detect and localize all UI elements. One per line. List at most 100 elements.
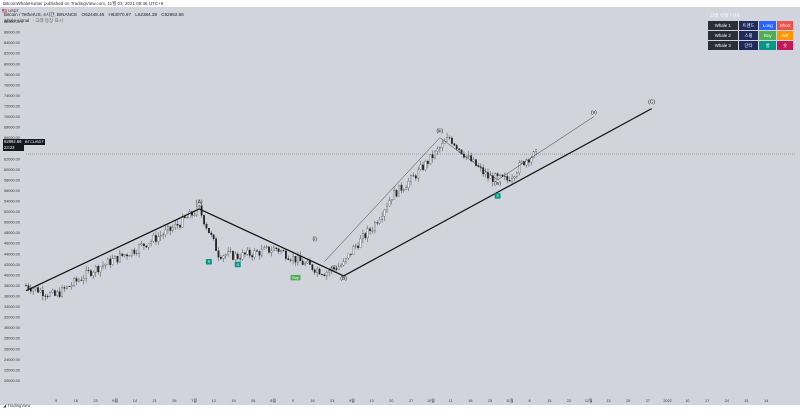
y-tick-label: 24000.00 [4, 358, 20, 362]
y-tick-label: 44000.00 [4, 252, 20, 256]
candle-down [431, 154, 434, 159]
candle-up [70, 285, 73, 287]
candle-up [518, 162, 521, 174]
x-tick-label: 24 [725, 399, 729, 403]
ohlc-close: C62892.66 [161, 12, 184, 17]
candle-down [220, 257, 222, 259]
whale-row: Whale 3 단타 롱 숏 [708, 41, 794, 50]
candle-up [270, 250, 273, 253]
candle-down [121, 253, 124, 256]
candle-down [256, 250, 258, 252]
symbol-name[interactable]: Bitcoin / TetherUS, 4시간, BINANCE [4, 12, 78, 17]
x-tick-label: 27 [646, 399, 650, 403]
candle-up [73, 278, 75, 286]
candle-down [68, 286, 71, 288]
whale-row: Whale 2 스윙 Buy sell [708, 31, 794, 40]
whale-row: Whale 1 트렌드 Long Short [708, 21, 794, 30]
last-price-tag: 62892.66 23:23 [3, 139, 24, 151]
candle-up [82, 278, 85, 281]
x-tick-label: 15 [547, 399, 551, 403]
symbol-legend[interactable]: Bitcoin / TetherUS, 4시간, BINANCE O62448.… [4, 12, 187, 18]
y-tick-label: 76000.00 [4, 83, 20, 87]
candle-up [265, 246, 268, 248]
candle-down [496, 173, 499, 176]
whale-panel-header: 고래 유형 / 신호 [710, 13, 741, 18]
signal-marker [290, 274, 301, 281]
candle-up [410, 175, 412, 182]
candle-up [342, 261, 345, 266]
candle-up [94, 266, 97, 273]
tradingview-footer[interactable]: ◢ TradingView [3, 403, 30, 408]
candle-up [340, 265, 343, 267]
candle-down [183, 216, 186, 218]
candle-down [58, 291, 61, 297]
candle-up [114, 255, 116, 259]
candle-down [422, 164, 424, 170]
candle-down [268, 246, 270, 253]
candle-up [131, 249, 133, 256]
candle-down [236, 253, 239, 259]
candle-down [179, 225, 181, 228]
x-tick-label: 13 [370, 399, 374, 403]
chart-svg[interactable]: 20000.00 22000.00 24000.00 26000.00 28000.00… [0, 7, 800, 405]
candle-up [362, 233, 364, 239]
candle-down [470, 155, 473, 162]
chart-area[interactable]: 20000.00 22000.00 24000.00 26000.00 28000.00… [0, 7, 800, 405]
currency-flag: 🇺🇸 USDT [2, 8, 19, 13]
y-tick-label: 48000.00 [4, 231, 20, 235]
tradingview-logo-icon: ◢ [3, 403, 7, 408]
candle-up [525, 159, 528, 166]
candle-down [287, 258, 290, 260]
candle-down [205, 223, 208, 229]
whale-name: Whale 3 [708, 41, 738, 50]
candle-up [388, 200, 391, 207]
indicator-name[interactable]: whale signal [4, 18, 30, 23]
x-tick-label: 10월 [427, 398, 435, 403]
candle-up [164, 229, 167, 235]
candle-up [441, 143, 444, 148]
candle-up [402, 189, 405, 191]
y-tick-label: 62000.00 [4, 157, 20, 161]
indicator-legend[interactable]: whale signal · 고래 등장 표시 [4, 18, 63, 24]
candle-down [44, 295, 47, 297]
candle-up [304, 262, 306, 265]
candle-down [395, 190, 398, 197]
x-tick-label: 21 [153, 399, 157, 403]
candle-up [535, 149, 537, 152]
candle-up [229, 251, 232, 252]
candle-down [208, 227, 210, 234]
candle-down [217, 250, 220, 258]
candle-up [386, 205, 388, 211]
y-tick-label: 70000.00 [4, 115, 20, 119]
candle-up [292, 255, 294, 261]
candle-up [85, 269, 88, 279]
y-tick-label: 28000.00 [4, 337, 20, 341]
ticker-tag: BTCUSDT [24, 139, 45, 145]
publisher-line: BitcoinWhaleHunter published on TradingV… [3, 1, 164, 6]
y-tick-label: 20000.00 [4, 379, 20, 383]
candle-up [434, 150, 436, 159]
y-tick-label: 68000.00 [4, 126, 20, 130]
candle-up [159, 235, 162, 237]
candle-down [46, 295, 49, 297]
candle-down [369, 228, 371, 231]
candle-down [87, 269, 90, 271]
x-tick-label: 16 [310, 399, 314, 403]
y-tick-label: 66000.00 [4, 136, 20, 140]
candle-down [90, 270, 92, 276]
candle-up [520, 161, 523, 164]
y-tick-label: 38000.00 [4, 284, 20, 288]
y-tick-label: 50000.00 [4, 221, 20, 225]
candle-up [32, 288, 35, 292]
subwave-line [497, 116, 595, 181]
y-tick-label: 82000.00 [4, 52, 20, 56]
x-tick-label: 16 [74, 399, 78, 403]
whale-name: Whale 2 [708, 31, 738, 40]
signal-marker [234, 261, 241, 268]
candle-up [188, 211, 191, 218]
candle-down [25, 285, 27, 287]
y-tick-label: 78000.00 [4, 73, 20, 77]
candle-up [381, 216, 383, 220]
x-tick-label: 11월 [506, 398, 514, 403]
candle-up [345, 258, 347, 262]
